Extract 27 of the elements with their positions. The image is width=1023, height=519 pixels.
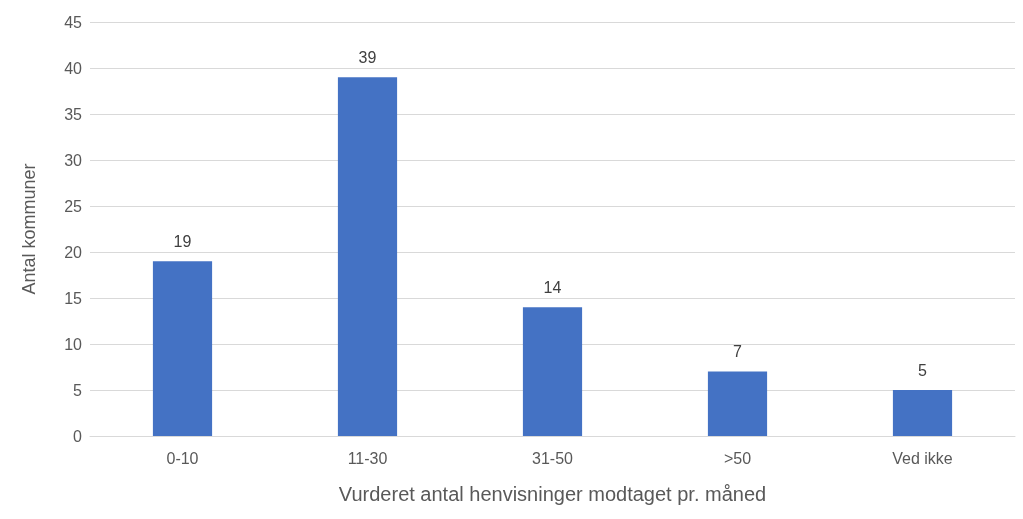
x-axis-title: Vurderet antal henvisninger modtaget pr. måned [338, 483, 767, 505]
y-tick-label: 20 [64, 243, 83, 261]
data-label: 39 [358, 48, 377, 66]
y-tick-label: 40 [64, 59, 83, 77]
x-tick-label: 11-30 [347, 449, 388, 467]
y-axis-title: Antal kommuner [19, 163, 39, 295]
x-tick-label: 0-10 [166, 449, 199, 467]
y-tick-label: 45 [64, 13, 83, 31]
y-tick-label: 10 [64, 335, 83, 353]
data-label: 7 [733, 343, 743, 361]
bar [337, 77, 398, 436]
bar [522, 307, 583, 436]
y-tick-label: 15 [64, 289, 83, 307]
data-label: 14 [543, 278, 562, 296]
x-tick-label: Ved ikke [892, 449, 953, 467]
bar [707, 371, 768, 436]
y-tick-label: 30 [64, 151, 83, 169]
y-tick-label: 25 [64, 197, 83, 215]
bar [152, 261, 213, 436]
x-tick-label: 31-50 [532, 449, 574, 467]
data-label: 5 [918, 361, 928, 379]
x-tick-label: >50 [723, 449, 752, 467]
y-tick-label: 0 [73, 427, 83, 445]
data-label: 19 [173, 232, 192, 250]
y-tick-label: 35 [64, 105, 83, 123]
bar [892, 390, 953, 436]
y-tick-label: 5 [73, 381, 83, 399]
